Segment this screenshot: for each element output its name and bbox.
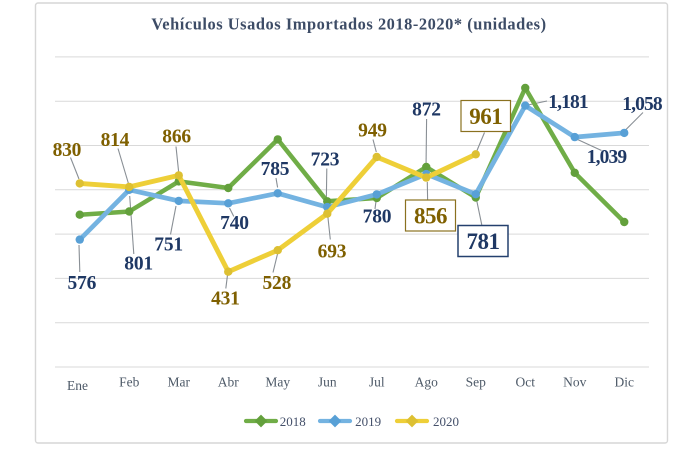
svg-text:866: 866	[162, 127, 191, 148]
svg-text:723: 723	[311, 150, 340, 171]
svg-text:751: 751	[154, 235, 183, 256]
svg-text:576: 576	[67, 273, 96, 294]
svg-text:Ago: Ago	[415, 375, 438, 390]
svg-text:431: 431	[211, 288, 240, 309]
svg-text:814: 814	[101, 130, 130, 151]
svg-text:693: 693	[318, 242, 347, 263]
svg-text:Nov: Nov	[563, 375, 586, 390]
svg-text:872: 872	[412, 100, 441, 121]
svg-text:781: 781	[467, 229, 500, 254]
svg-text:528: 528	[262, 273, 291, 294]
svg-text:Dic: Dic	[615, 375, 635, 390]
svg-text:2018: 2018	[280, 414, 306, 429]
svg-text:740: 740	[220, 213, 249, 234]
svg-text:801: 801	[124, 254, 153, 275]
svg-text:2019: 2019	[355, 414, 381, 429]
svg-text:Sep: Sep	[466, 375, 487, 390]
svg-text:780: 780	[363, 207, 392, 228]
svg-text:949: 949	[358, 121, 387, 142]
svg-text:Mar: Mar	[168, 375, 191, 390]
svg-text:1,039: 1,039	[587, 147, 628, 168]
svg-text:Feb: Feb	[119, 375, 140, 390]
svg-text:1,181: 1,181	[548, 92, 588, 113]
svg-text:Ene: Ene	[67, 378, 88, 393]
svg-text:1,058: 1,058	[622, 94, 663, 115]
svg-text:May: May	[265, 375, 290, 390]
svg-text:830: 830	[53, 140, 82, 161]
svg-text:Oct: Oct	[516, 375, 536, 390]
svg-text:Vehículos Usados Importados 20: Vehículos Usados Importados 2018-2020* (…	[151, 15, 546, 34]
svg-text:856: 856	[414, 204, 447, 229]
svg-text:785: 785	[261, 159, 290, 180]
svg-text:961: 961	[469, 104, 502, 129]
svg-text:Jun: Jun	[318, 375, 337, 390]
svg-text:Jul: Jul	[369, 375, 385, 390]
svg-text:Abr: Abr	[218, 375, 239, 390]
svg-text:2020: 2020	[433, 414, 459, 429]
